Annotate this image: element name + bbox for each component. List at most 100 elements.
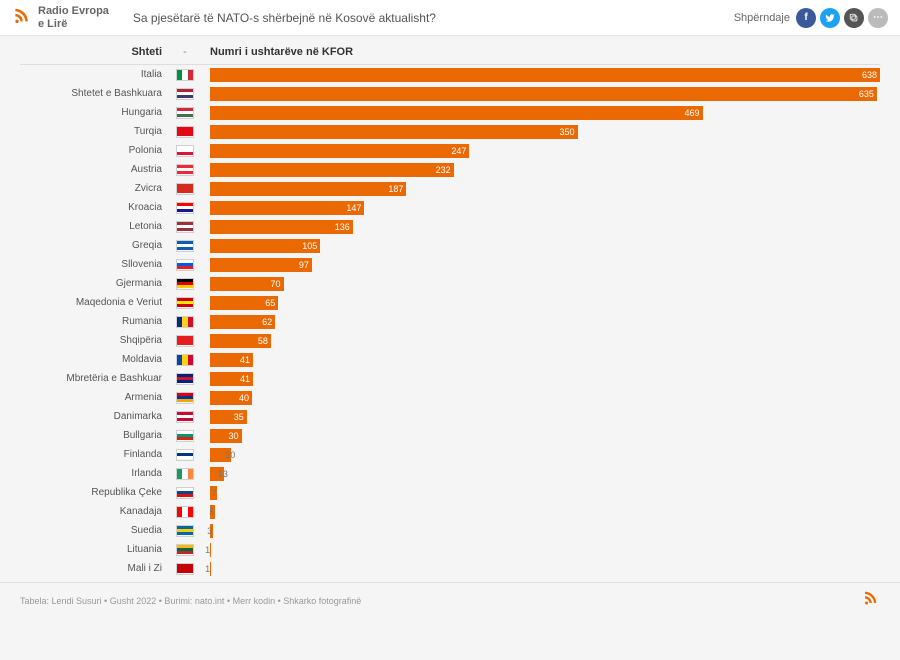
country-label: Maqedonia e Veriut: [20, 297, 170, 308]
bar-value: 41: [240, 355, 250, 365]
bar: 65: [210, 296, 278, 310]
bar-cell: 13: [200, 464, 880, 483]
bar: 635: [210, 87, 877, 101]
flag-icon: [170, 354, 200, 366]
country-label: Republika Çeke: [20, 487, 170, 498]
footer: Tabela: Lendi Susuri • Gusht 2022 • Buri…: [0, 582, 900, 611]
country-label: Shqipëria: [20, 335, 170, 346]
country-label: Sllovenia: [20, 259, 170, 270]
table-row: Austria 232: [20, 160, 880, 179]
share-section: Shpërndaje f ⋯: [734, 8, 888, 28]
table-row: Kroacia147: [20, 198, 880, 217]
bar-value: 20: [225, 450, 235, 460]
chart-rows: Italia638Shtetet e Bashkuara635Hungaria4…: [20, 65, 880, 578]
flag-icon: [170, 411, 200, 423]
country-label: Zvicra: [20, 183, 170, 194]
bar-cell: 70: [200, 274, 880, 293]
flag-icon: [170, 278, 200, 290]
bar-cell: 65: [200, 293, 880, 312]
bar-value: 35: [234, 412, 244, 422]
country-label: Finlanda: [20, 449, 170, 460]
flag-icon: [170, 240, 200, 252]
country-label: Greqia: [20, 240, 170, 251]
bar: [210, 562, 211, 576]
flag-icon: [170, 126, 200, 138]
bar-value: 1: [205, 545, 210, 555]
bar-value: 232: [436, 165, 451, 175]
bar-value: 13: [218, 469, 228, 479]
flag-icon: [170, 373, 200, 385]
bar: 41: [210, 353, 253, 367]
bar-cell: 58: [200, 331, 880, 350]
flag-icon: [170, 107, 200, 119]
bar: 247: [210, 144, 469, 158]
footer-text: Tabela: Lendi Susuri • Gusht 2022 • Buri…: [20, 596, 361, 606]
chart-headers: Shteti - Numri i ushtarëve në KFOR: [20, 46, 880, 65]
flag-icon: [170, 468, 200, 480]
bar: 30: [210, 429, 242, 443]
bar-value: 7: [211, 488, 216, 498]
bar-value: 187: [388, 184, 403, 194]
flag-icon: [170, 183, 200, 195]
bar-cell: 638: [200, 65, 880, 84]
table-row: Rumania62: [20, 312, 880, 331]
bar-cell: 469: [200, 103, 880, 122]
table-row: Maqedonia e Veriut 65: [20, 293, 880, 312]
bar-value: 3: [207, 526, 212, 536]
table-row: Irlanda 13: [20, 464, 880, 483]
bar-cell: 41: [200, 369, 880, 388]
bar-cell: 1: [200, 559, 880, 578]
country-label: Shtetet e Bashkuara: [20, 88, 170, 99]
bar-value: 97: [299, 260, 309, 270]
flag-icon: [170, 487, 200, 499]
bar-cell: 1: [200, 540, 880, 559]
share-label: Shpërndaje: [734, 12, 790, 24]
country-label: Turqia: [20, 126, 170, 137]
flag-icon: [170, 316, 200, 328]
twitter-icon[interactable]: [820, 8, 840, 28]
table-row: Greqia 105: [20, 236, 880, 255]
bar-value: 469: [684, 108, 699, 118]
bar-value: 40: [239, 393, 249, 403]
flag-icon: [170, 202, 200, 214]
country-label: Irlanda: [20, 468, 170, 479]
bar: 469: [210, 106, 703, 120]
country-label: Letonia: [20, 221, 170, 232]
table-row: Letonia136: [20, 217, 880, 236]
table-row: Zvicra 187: [20, 179, 880, 198]
facebook-icon[interactable]: f: [796, 8, 816, 28]
bar-cell: 232: [200, 160, 880, 179]
country-label: Lituania: [20, 544, 170, 555]
more-icon[interactable]: ⋯: [868, 8, 888, 28]
table-row: Turqia 350: [20, 122, 880, 141]
table-row: Republika Çeke 7: [20, 483, 880, 502]
country-label: Hungaria: [20, 107, 170, 118]
bar-cell: 350: [200, 122, 880, 141]
table-row: Mali i Zi1: [20, 559, 880, 578]
table-row: Danimarka 35: [20, 407, 880, 426]
country-label: Austria: [20, 164, 170, 175]
bar-value: 247: [451, 146, 466, 156]
table-row: Hungaria 469: [20, 103, 880, 122]
header-value: Numri i ushtarëve në KFOR: [200, 46, 880, 58]
copy-icon[interactable]: [844, 8, 864, 28]
flag-icon: [170, 525, 200, 537]
table-row: Lituania 1: [20, 540, 880, 559]
bar-value: 635: [859, 89, 874, 99]
bar-cell: 40: [200, 388, 880, 407]
bar-value: 62: [262, 317, 272, 327]
flag-icon: [170, 335, 200, 347]
header-dash: -: [170, 46, 200, 58]
country-label: Bullgaria: [20, 430, 170, 441]
bar: 58: [210, 334, 271, 348]
flag-icon: [170, 430, 200, 442]
country-label: Polonia: [20, 145, 170, 156]
bar-value: 147: [346, 203, 361, 213]
bar: 62: [210, 315, 275, 329]
brand-logo-text: Radio Evropa e Lirë: [38, 5, 109, 29]
bar: 105: [210, 239, 320, 253]
table-row: Kanadaja5: [20, 502, 880, 521]
bar-value: 58: [258, 336, 268, 346]
country-label: Danimarka: [20, 411, 170, 422]
flag-icon: [170, 145, 200, 157]
